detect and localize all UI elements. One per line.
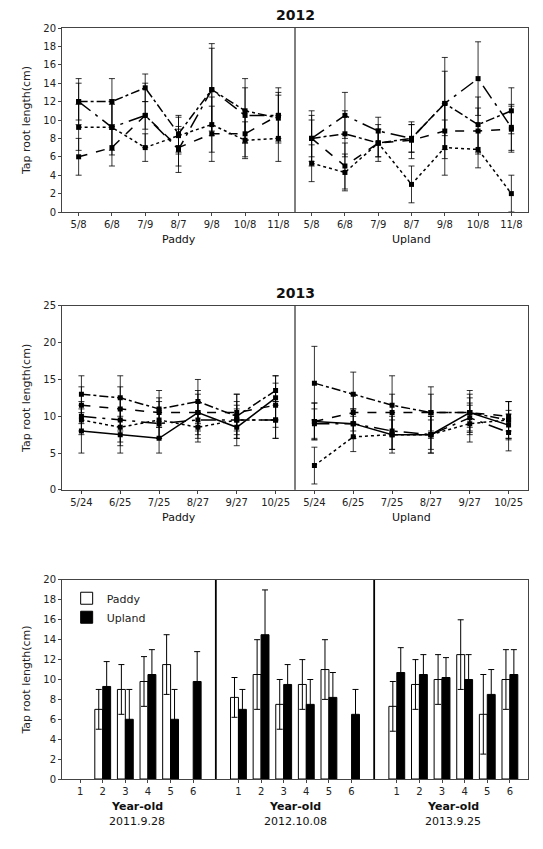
svg-text:14: 14 — [43, 634, 56, 645]
svg-text:4: 4 — [303, 786, 309, 797]
svg-text:Paddy: Paddy — [107, 593, 141, 606]
svg-text:3: 3 — [439, 786, 445, 797]
svg-text:6: 6 — [50, 714, 56, 725]
svg-text:2012.10.08: 2012.10.08 — [264, 815, 327, 828]
svg-text:5: 5 — [484, 786, 490, 797]
svg-text:5/24: 5/24 — [70, 497, 92, 508]
svg-text:2012: 2012 — [276, 7, 315, 23]
svg-text:2: 2 — [416, 786, 422, 797]
svg-text:8/7: 8/7 — [403, 219, 419, 230]
svg-text:Upland: Upland — [392, 511, 431, 524]
svg-text:2: 2 — [100, 786, 106, 797]
svg-text:25: 25 — [43, 300, 56, 311]
svg-text:6/8: 6/8 — [337, 219, 353, 230]
svg-text:11/8: 11/8 — [267, 219, 289, 230]
svg-text:10: 10 — [43, 115, 56, 126]
svg-text:Year-old: Year-old — [111, 800, 163, 813]
svg-text:9/27: 9/27 — [459, 497, 481, 508]
svg-text:7/9: 7/9 — [137, 219, 153, 230]
svg-text:10/25: 10/25 — [261, 497, 290, 508]
svg-text:Tap root length(cm): Tap root length(cm) — [20, 625, 33, 734]
svg-text:10: 10 — [43, 411, 56, 422]
svg-text:10/8: 10/8 — [467, 219, 489, 230]
svg-text:5/24: 5/24 — [303, 497, 325, 508]
svg-text:6: 6 — [348, 786, 354, 797]
svg-text:5/8: 5/8 — [71, 219, 87, 230]
svg-text:20: 20 — [43, 574, 56, 585]
svg-text:0: 0 — [50, 484, 56, 495]
svg-text:15: 15 — [43, 374, 56, 385]
svg-text:4: 4 — [145, 786, 151, 797]
svg-text:Paddy: Paddy — [162, 233, 196, 246]
svg-text:16: 16 — [43, 59, 56, 70]
svg-text:10/25: 10/25 — [494, 497, 523, 508]
svg-text:Year-old: Year-old — [269, 800, 321, 813]
svg-text:5: 5 — [326, 786, 332, 797]
svg-text:Paddy: Paddy — [162, 511, 196, 524]
svg-text:5/8: 5/8 — [304, 219, 320, 230]
svg-text:10/8: 10/8 — [234, 219, 256, 230]
svg-text:20: 20 — [43, 23, 56, 34]
svg-text:5: 5 — [50, 448, 56, 459]
svg-text:2011.9.28: 2011.9.28 — [109, 815, 165, 828]
svg-text:Upland: Upland — [392, 233, 431, 246]
svg-text:7/25: 7/25 — [381, 497, 403, 508]
svg-text:6/8: 6/8 — [104, 219, 120, 230]
svg-text:8: 8 — [50, 133, 56, 144]
svg-text:9/8: 9/8 — [204, 219, 220, 230]
svg-text:10: 10 — [43, 674, 56, 685]
svg-text:7/25: 7/25 — [148, 497, 170, 508]
svg-text:0: 0 — [50, 774, 56, 785]
svg-text:4: 4 — [50, 734, 56, 745]
svg-text:12: 12 — [43, 96, 56, 107]
svg-text:4: 4 — [50, 170, 56, 181]
svg-text:2013: 2013 — [276, 285, 315, 301]
svg-text:3: 3 — [281, 786, 287, 797]
svg-text:6: 6 — [190, 786, 196, 797]
svg-text:2: 2 — [50, 754, 56, 765]
svg-text:4: 4 — [461, 786, 467, 797]
svg-text:Tap root length(cm): Tap root length(cm) — [20, 344, 33, 453]
svg-text:2: 2 — [50, 188, 56, 199]
svg-text:5: 5 — [167, 786, 173, 797]
svg-text:2: 2 — [258, 786, 264, 797]
svg-text:8: 8 — [50, 694, 56, 705]
svg-text:6: 6 — [507, 786, 513, 797]
svg-text:3: 3 — [122, 786, 128, 797]
svg-text:Tap root length(cm): Tap root length(cm) — [20, 66, 33, 175]
svg-text:6: 6 — [50, 151, 56, 162]
svg-text:0: 0 — [50, 207, 56, 218]
svg-text:Upland: Upland — [107, 612, 146, 625]
svg-text:18: 18 — [43, 594, 56, 605]
svg-text:7/9: 7/9 — [370, 219, 386, 230]
svg-text:18: 18 — [43, 41, 56, 52]
svg-text:12: 12 — [43, 654, 56, 665]
svg-text:1: 1 — [394, 786, 400, 797]
svg-text:6/25: 6/25 — [109, 497, 131, 508]
svg-text:1: 1 — [235, 786, 241, 797]
svg-text:2013.9.25: 2013.9.25 — [425, 815, 481, 828]
svg-text:8/27: 8/27 — [187, 497, 209, 508]
svg-text:8/27: 8/27 — [420, 497, 442, 508]
svg-text:16: 16 — [43, 614, 56, 625]
svg-text:9/27: 9/27 — [226, 497, 248, 508]
svg-text:20: 20 — [43, 337, 56, 348]
svg-text:9/8: 9/8 — [437, 219, 453, 230]
svg-text:11/8: 11/8 — [500, 219, 522, 230]
svg-text:Year-old: Year-old — [427, 800, 479, 813]
svg-text:8/7: 8/7 — [170, 219, 186, 230]
svg-text:1: 1 — [77, 786, 83, 797]
svg-text:14: 14 — [43, 78, 56, 89]
svg-text:6/25: 6/25 — [342, 497, 364, 508]
